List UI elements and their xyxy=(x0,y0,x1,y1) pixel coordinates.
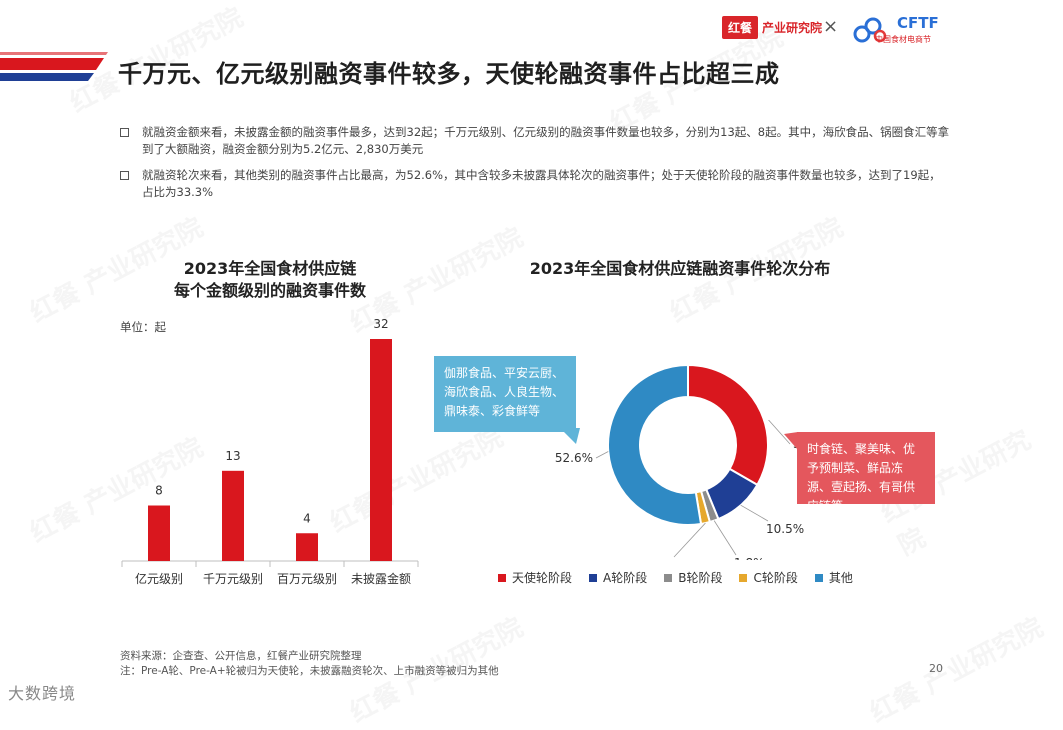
legend-swatch xyxy=(814,573,823,582)
cftf-subtitle: 中国食材电商节 xyxy=(875,35,931,44)
callout-other: 伽那食品、平安云厨、海欣食品、人良生物、鼎味泰、彩食鲜等 xyxy=(434,356,576,432)
pie-legend: 天使轮阶段 A轮阶段 B轮阶段 C轮阶段 其他 xyxy=(498,569,870,586)
unit-label: 单位：起 xyxy=(120,320,166,334)
leader-line xyxy=(595,451,609,459)
legend-item: C轮阶段 xyxy=(739,569,798,586)
legend-item: 天使轮阶段 xyxy=(498,569,572,586)
donut-value-label: 52.6% xyxy=(555,451,593,465)
bullet-box-icon xyxy=(120,128,129,137)
legend-item: B轮阶段 xyxy=(664,569,722,586)
legend-swatch xyxy=(664,573,673,582)
donut-slice xyxy=(607,363,703,526)
pie-chart-title: 2023年全国食材供应链融资事件轮次分布 xyxy=(529,259,831,278)
page-number: 20 xyxy=(929,662,943,675)
donut-chart xyxy=(607,363,769,526)
cftf-name: CFTF xyxy=(897,14,939,32)
bar-chart-title: 2023年全国食材供应链 每个金额级别的融资事件数 xyxy=(120,258,420,302)
times-sign: × xyxy=(823,16,839,37)
bullet-text: 就融资轮次来看，其他类别的融资事件占比最高，为52.6%，其中含较多未披露具体轮… xyxy=(142,168,941,199)
bar xyxy=(148,505,170,561)
hongcan-logo: 红餐 产业研究院 xyxy=(722,15,822,39)
bar-category-label: 千万元级别 xyxy=(203,572,263,586)
leader-line xyxy=(713,520,737,556)
callout-angel: 时食链、聚美味、优予预制菜、鲜品冻源、壹起扬、有哥供应链等 xyxy=(797,432,935,513)
donut-value-label: 10.5% xyxy=(766,522,804,536)
donut-value-label: 1.8% xyxy=(648,558,679,560)
bar xyxy=(296,533,318,561)
bullet-item: 就融资轮次来看，其他类别的融资事件占比最高，为52.6%，其中含较多未披露具体轮… xyxy=(120,167,950,203)
page-title: 千万元、亿元级别融资事件较多，天使轮融资事件占比超三成 xyxy=(118,60,780,88)
title-ribbon xyxy=(0,52,108,81)
bar-category-label: 百万元级别 xyxy=(277,572,337,586)
legend-label: 天使轮阶段 xyxy=(512,571,573,585)
bar xyxy=(222,470,244,561)
bar-category-label: 未披露金额 xyxy=(351,571,411,586)
bar-value-label: 32 xyxy=(373,317,388,331)
bar-category-label: 亿元级别 xyxy=(135,571,183,586)
legend-label: C轮阶段 xyxy=(753,571,798,585)
bottom-brand: 大数跨境 xyxy=(8,684,77,703)
footer-note: 注：Pre-A轮、Pre-A+轮被归为天使轮，未披露融资轮次、上市融资等被归为其… xyxy=(120,665,499,677)
bar-title-line1: 2023年全国食材供应链 xyxy=(183,259,357,278)
bar-value-label: 8 xyxy=(155,484,163,498)
legend-swatch xyxy=(739,573,748,582)
legend-swatch xyxy=(498,573,506,582)
legend-item: A轮阶段 xyxy=(589,569,647,586)
bar xyxy=(370,339,392,561)
watermark: 红餐 产业研究院 xyxy=(865,612,1049,729)
legend-label: A轮阶段 xyxy=(603,571,648,585)
legend-label: 其他 xyxy=(828,571,853,585)
cftf-logo: CFTF 中国食材电商节 xyxy=(853,12,951,46)
cftf-mark-icon xyxy=(853,17,887,43)
logo-badge: 红餐 xyxy=(722,15,759,39)
bar-value-label: 13 xyxy=(225,449,240,463)
footer-source: 资料来源：企查查、公开信息，红餐产业研究院整理 xyxy=(120,650,362,662)
leader-line xyxy=(673,522,706,558)
bar-chart: 8 亿元级别 13 千万元级别 4 百万元级别 32 未披露金额 xyxy=(121,317,419,586)
bar-title-line2: 每个金额级别的融资事件数 xyxy=(173,281,366,300)
bullet-box-icon xyxy=(120,171,129,180)
logo-text: 产业研究院 xyxy=(762,20,823,35)
leader-line xyxy=(740,504,769,522)
bullet-text: 就融资金额来看，未披露金额的融资事件最多，达到32起；千万元级别、亿元级别的融资… xyxy=(142,125,950,156)
legend-item: 其他 xyxy=(814,569,853,586)
legend-label: B轮阶段 xyxy=(678,571,723,585)
bullet-item: 就融资金额来看，未披露金额的融资事件最多，达到32起；千万元级别、亿元级别的融资… xyxy=(120,124,950,160)
donut-value-label: 1.8% xyxy=(734,556,765,560)
callout-pointer xyxy=(560,428,580,444)
callout-pointer xyxy=(784,432,798,450)
legend-swatch xyxy=(589,573,598,582)
bar-value-label: 4 xyxy=(303,511,311,525)
donut-slice xyxy=(687,363,769,487)
leader-line xyxy=(768,420,791,445)
